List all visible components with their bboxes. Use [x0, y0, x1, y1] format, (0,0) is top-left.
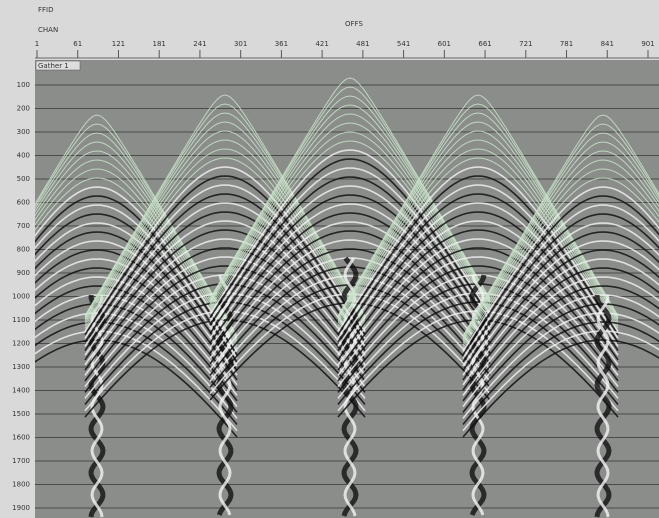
y-tick-label: 1200	[12, 340, 30, 348]
x-tick-label: 121	[112, 40, 125, 48]
y-tick-label: 1300	[12, 363, 30, 371]
y-tick-label: 600	[17, 199, 30, 207]
y-tick-label: 200	[17, 105, 30, 113]
header-label: OFFS	[345, 20, 363, 28]
x-tick-label: 841	[601, 40, 614, 48]
seismic-viewer: FFID CHAN OFFS Gather 1 100 200 300 400 500 6…	[0, 0, 659, 518]
y-tick-label: 1000	[12, 293, 30, 301]
x-tick-label: 601	[438, 40, 451, 48]
y-tick-label: 1700	[12, 457, 30, 465]
y-tick-label: 900	[17, 269, 30, 277]
y-tick-label: 100	[17, 81, 30, 89]
y-tick-label: 400	[17, 152, 30, 160]
y-tick-label: 1600	[12, 434, 30, 442]
y-tick-label: 1500	[12, 410, 30, 418]
y-tick-label: 1900	[12, 504, 30, 512]
y-tick-label: 300	[17, 128, 30, 136]
header-label: CHAN	[38, 26, 58, 34]
x-tick-label: 541	[397, 40, 410, 48]
x-tick-label: 181	[153, 40, 166, 48]
y-tick-label: 1100	[12, 316, 30, 324]
x-tick-label: 421	[315, 40, 328, 48]
x-tick-label: 661	[478, 40, 491, 48]
x-tick-label: 1	[35, 40, 39, 48]
header-label: FFID	[38, 6, 54, 14]
x-tick-label: 301	[234, 40, 247, 48]
y-tick-label: 700	[17, 222, 30, 230]
x-tick-label: 361	[275, 40, 288, 48]
y-tick-label: 1400	[12, 387, 30, 395]
x-tick-label: 901	[641, 40, 654, 48]
panel-label: Gather 1	[38, 62, 69, 70]
x-tick-label: 61	[73, 40, 82, 48]
x-tick-label: 721	[519, 40, 532, 48]
x-tick-label: 481	[356, 40, 369, 48]
y-tick-label: 1800	[12, 481, 30, 489]
y-tick-label: 800	[17, 246, 30, 254]
y-tick-label: 500	[17, 175, 30, 183]
x-tick-label: 241	[193, 40, 206, 48]
x-tick-label: 781	[560, 40, 573, 48]
